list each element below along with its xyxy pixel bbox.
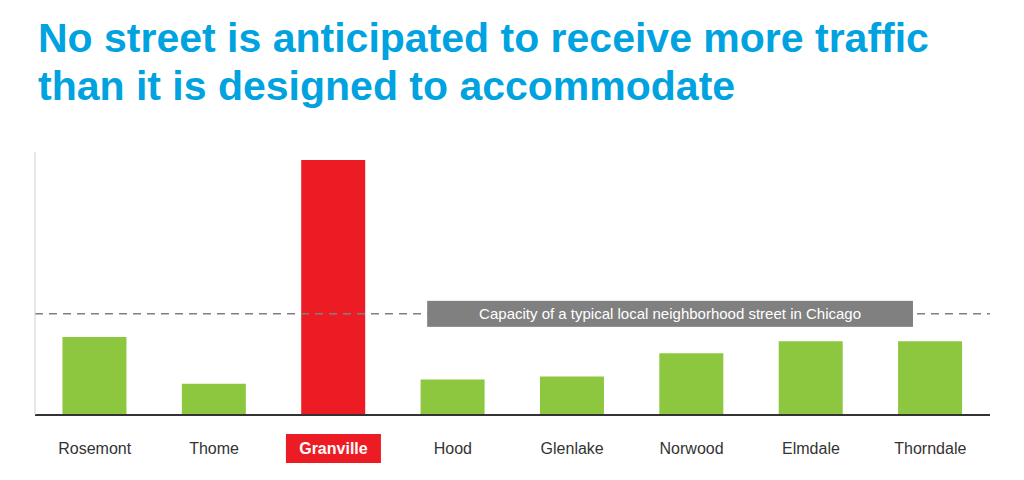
svg-text:Elmdale: Elmdale (782, 440, 840, 457)
svg-text:Glenlake: Glenlake (541, 440, 604, 457)
svg-text:Norwood: Norwood (660, 440, 724, 457)
svg-text:Granville: Granville (299, 440, 368, 457)
svg-text:Thorndale: Thorndale (894, 440, 966, 457)
svg-text:Hood: Hood (434, 440, 472, 457)
html-text:No street is anticipated to re: No street is anticipated to receive more… (38, 15, 929, 109)
svg-text:Capacity of a typical local ne: Capacity of a typical local neighborhood… (479, 305, 861, 322)
svg-text:Rosemont: Rosemont (58, 440, 131, 457)
svg-text:Thome: Thome (189, 440, 239, 457)
